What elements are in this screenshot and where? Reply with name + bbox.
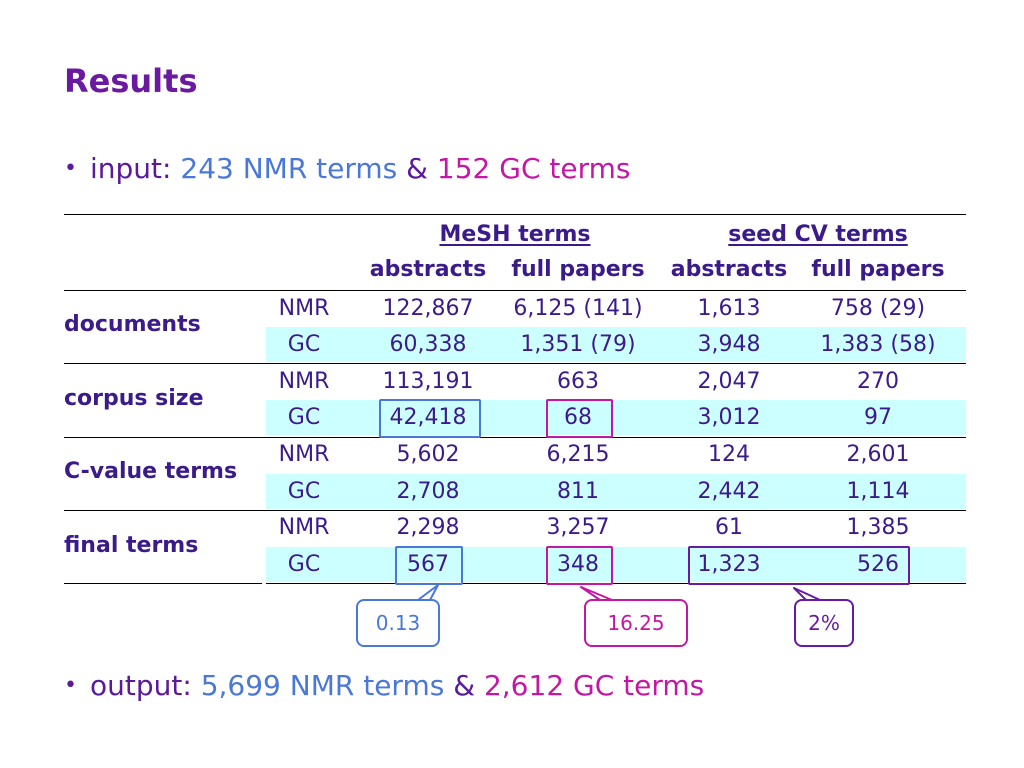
gc-band-1 [266,327,966,362]
header-mesh-terms: MeSH terms [439,222,591,247]
bullet-dot-icon: • [64,156,77,181]
subheader-seed-full-papers: full papers [811,257,945,282]
row-label-final-terms: final terms [64,533,199,558]
subheader-seed-abstracts: abstracts [670,257,788,282]
callout-purple: 2% [794,599,854,647]
table-cell: 1,351 (79) [520,332,636,357]
gc-label: GC [287,479,321,504]
output-amp: & [453,669,476,702]
rule-bottom-right [266,583,966,584]
table-cell: 2,601 [846,442,910,467]
rule-bottom-left [64,583,262,584]
table-cell: 1,114 [846,479,910,504]
table-cell: 2,047 [697,369,761,394]
table-cell: 6,215 [546,442,610,467]
table-cell: 3,012 [697,405,761,430]
callout-magenta: 16.25 [584,599,688,647]
row-label-corpus-size: corpus size [64,386,204,411]
table-cell: 2,708 [396,479,460,504]
rule-header [64,290,966,291]
table-cell: 758 (29) [830,296,926,321]
table-cell: 5,602 [396,442,460,467]
table-cell: 122,867 [382,296,474,321]
input-nmr: 243 NMR terms [180,152,398,185]
table-cell: 3,257 [546,515,610,540]
table-cell: 663 [557,369,599,394]
highlight-box-purple-final [688,546,910,585]
table-cell: 567 [407,552,449,577]
table-cell: 1,385 [846,515,910,540]
table-cell: 270 [857,369,899,394]
table-cell: 97 [864,405,892,430]
table-cell: 348 [557,552,599,577]
nmr-label: NMR [278,442,330,467]
table-cell: 60,338 [389,332,467,357]
input-prefix: input: [90,152,172,185]
input-bullet: • input: 243 NMR terms & 152 GC terms [64,152,631,185]
gc-band-2 [266,400,966,435]
table-cell: 6,125 (141) [513,296,643,321]
table-cell: 811 [557,479,599,504]
gc-label: GC [287,552,321,577]
table-cell: 1,613 [697,296,761,321]
gc-label: GC [287,405,321,430]
gc-band-4 [266,547,966,582]
output-nmr: 5,699 NMR terms [200,669,445,702]
nmr-label: NMR [278,515,330,540]
slide-title: Results [64,62,198,100]
highlight-box-magenta-corpus [546,399,613,438]
table-cell: 2,298 [396,515,460,540]
input-gc: 152 GC terms [436,152,631,185]
table-cell: 1,323 [697,552,761,577]
rule-top [64,214,966,215]
output-prefix: output: [90,669,192,702]
highlight-box-magenta-final [546,546,613,585]
subheader-mesh-full-papers: full papers [511,257,645,282]
subheader-mesh-abstracts: abstracts [369,257,487,282]
output-gc: 2,612 GC terms [483,669,705,702]
table-cell: 526 [857,552,899,577]
gc-label: GC [287,332,321,357]
callout-tail-blue [417,584,439,601]
header-seed-cv-terms: seed CV terms [728,222,908,247]
table-cell: 3,948 [697,332,761,357]
table-cell: 113,191 [382,369,474,394]
table-cell: 68 [564,405,592,430]
callout-tail-purple [793,587,821,601]
rule-row3 [64,510,966,511]
row-label-documents: documents [64,312,201,337]
callout-blue: 0.13 [356,599,440,647]
highlight-box-blue-final [395,546,463,585]
callout-tail-magenta [580,586,613,601]
output-bullet: • output: 5,699 NMR terms & 2,612 GC term… [64,669,704,702]
input-amp: & [406,152,429,185]
bullet-dot-icon: • [64,673,77,698]
row-label-c-value-terms: C-value terms [64,459,238,484]
rule-row2 [64,437,966,438]
table-cell: 2,442 [697,479,761,504]
gc-band-3 [266,474,966,509]
nmr-label: NMR [278,296,330,321]
table-cell: 124 [708,442,750,467]
rule-row1 [64,363,966,364]
table-cell: 1,383 (58) [820,332,936,357]
table-cell: 61 [715,515,743,540]
nmr-label: NMR [278,369,330,394]
highlight-box-blue-corpus [379,399,481,438]
table-cell: 42,418 [389,405,467,430]
